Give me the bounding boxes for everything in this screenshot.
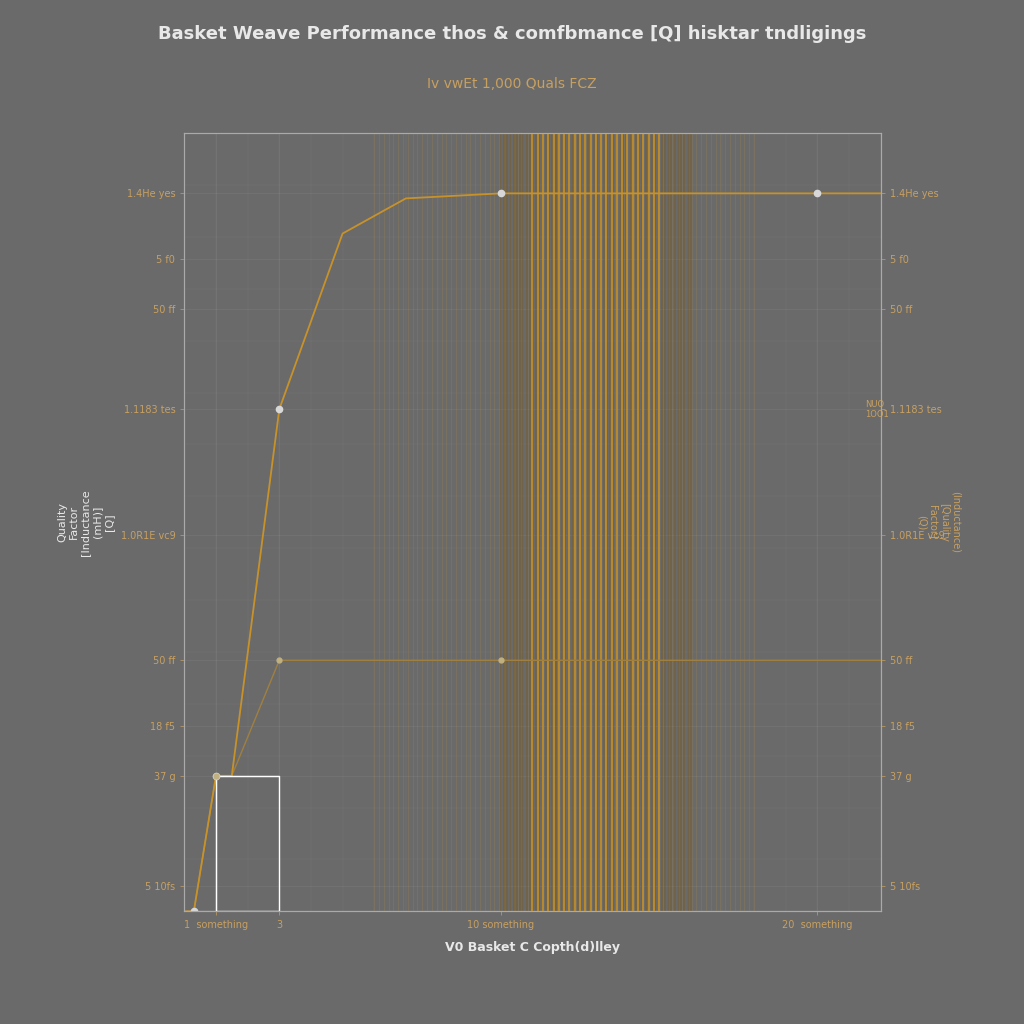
Y-axis label: (Inductance)
[Quality
Factor]
(Q): (Inductance) [Quality Factor] (Q) <box>916 492 962 553</box>
Text: Basket Weave Performance thos & comfbmance [Q] hisktar tndligings: Basket Weave Performance thos & comfbman… <box>158 26 866 43</box>
Text: Iv vwEt 1,000 Quals FCZ: Iv vwEt 1,000 Quals FCZ <box>427 77 597 91</box>
Bar <box>216 776 280 911</box>
Y-axis label: Quality
Factor
[Inductance
(mH)]
[Q]: Quality Factor [Inductance (mH)] [Q] <box>57 488 114 556</box>
Text: NUO
1OO1: NUO 1OO1 <box>865 399 889 419</box>
X-axis label: V0 Basket C Copth(d)lley: V0 Basket C Copth(d)lley <box>445 941 620 954</box>
